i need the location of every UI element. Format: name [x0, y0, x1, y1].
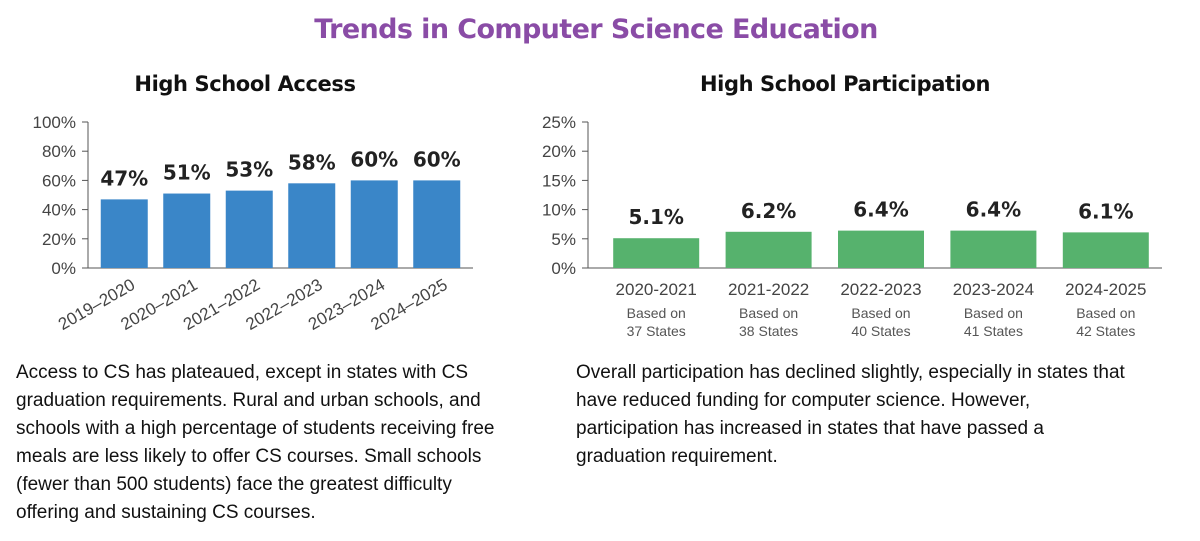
- data-label: 60%: [350, 147, 398, 171]
- bar: [725, 231, 812, 268]
- x-tick-label: 2024-2025: [1065, 280, 1146, 299]
- bar: [288, 183, 336, 268]
- data-label: 53%: [225, 158, 273, 182]
- y-tick-label: 80%: [42, 142, 76, 161]
- bar: [413, 180, 461, 268]
- participation-chart-title: High School Participation: [699, 72, 990, 96]
- bar: [838, 230, 924, 268]
- y-tick-label: 15%: [542, 171, 576, 190]
- access-bar-chart: 0%20%40%60%80%100%47%2019–202051%2020–20…: [33, 113, 473, 334]
- data-label: 60%: [413, 147, 461, 171]
- x-tick-sublabel: Based on: [964, 305, 1023, 321]
- y-tick-label: 25%: [542, 113, 576, 132]
- x-tick-sublabel: Based on: [627, 305, 686, 321]
- y-tick-label: 0%: [51, 259, 76, 278]
- data-label: 6.2%: [741, 199, 796, 223]
- bar: [1062, 232, 1149, 268]
- data-label: 47%: [100, 166, 148, 190]
- y-tick-label: 60%: [42, 171, 76, 190]
- y-tick-label: 10%: [542, 201, 576, 220]
- x-tick-label: 2021-2022: [728, 280, 809, 299]
- bar: [100, 199, 148, 268]
- page-title: Trends in Computer Science Education: [314, 14, 878, 45]
- x-tick-sublabel: 38 States: [739, 323, 798, 339]
- bar: [225, 190, 273, 268]
- access-chart-title: High School Access: [134, 72, 356, 96]
- x-tick-sublabel: 37 States: [627, 323, 686, 339]
- y-tick-label: 5%: [551, 230, 576, 249]
- x-tick-sublabel: Based on: [851, 305, 910, 321]
- data-label: 6.4%: [853, 198, 908, 222]
- x-tick-sublabel: Based on: [739, 305, 798, 321]
- bar: [163, 193, 211, 268]
- x-tick-sublabel: Based on: [1076, 305, 1135, 321]
- y-tick-label: 0%: [551, 259, 576, 278]
- data-label: 58%: [288, 150, 336, 174]
- y-tick-label: 40%: [42, 201, 76, 220]
- y-tick-label: 20%: [42, 230, 76, 249]
- y-tick-label: 100%: [33, 113, 76, 132]
- x-tick-label: 2023-2024: [953, 280, 1034, 299]
- bar: [950, 230, 1037, 268]
- bar: [350, 180, 398, 268]
- participation-caption: Overall participation has declined sligh…: [576, 362, 1125, 467]
- participation-bar-chart: 0% 5% 10% 15% 20% 25% 5.1% 2020-2021 Based on 37 …: [542, 113, 1162, 339]
- access-caption: Access to CS has plateaued, except in st…: [16, 362, 495, 523]
- y-tick-label: 20%: [542, 142, 576, 161]
- x-tick-sublabel: 40 States: [851, 323, 910, 339]
- data-label: 6.1%: [1078, 199, 1133, 223]
- x-tick-label: 2020-2021: [616, 280, 697, 299]
- x-tick-label: 2022-2023: [840, 280, 921, 299]
- x-tick-sublabel: 41 States: [964, 323, 1023, 339]
- data-label: 6.4%: [966, 198, 1021, 222]
- data-label: 5.1%: [628, 205, 683, 229]
- x-tick-sublabel: 42 States: [1076, 323, 1135, 339]
- data-label: 51%: [163, 161, 211, 185]
- bar: [613, 238, 700, 268]
